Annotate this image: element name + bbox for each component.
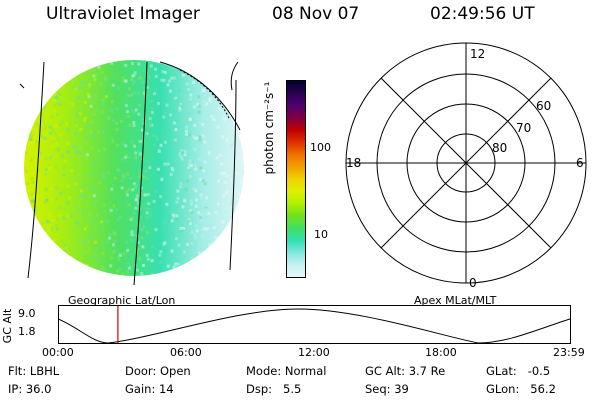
geo-line-4 bbox=[229, 79, 237, 271]
time-label: 02:49:56 UT bbox=[430, 4, 535, 24]
altitude-axis-label: GC Alt bbox=[1, 308, 14, 344]
mode-value: Normal bbox=[284, 364, 327, 378]
instrument-title: Ultraviolet Imager bbox=[46, 4, 200, 24]
mode-field: Mode: Normal bbox=[246, 364, 327, 378]
door-field: Door: Open bbox=[125, 364, 191, 378]
altitude-frame bbox=[58, 305, 571, 344]
geo-line-3 bbox=[159, 61, 241, 131]
altitude-tick-low: 1.8 bbox=[18, 325, 36, 338]
geo-line-1 bbox=[27, 61, 45, 279]
altitude-curve bbox=[58, 308, 571, 344]
apex-coord-label: Apex MLat/MLT bbox=[414, 294, 497, 307]
geo-line-6 bbox=[230, 61, 239, 91]
geo-coord-label: Geographic Lat/Lon bbox=[68, 294, 176, 307]
colorbar-tick-10: 10 bbox=[314, 228, 328, 241]
mlt-label-12: 12 bbox=[470, 47, 485, 61]
geo-tick bbox=[19, 83, 25, 89]
lat-label-80: 80 bbox=[492, 141, 507, 155]
ip-field: IP: 36.0 bbox=[8, 382, 52, 396]
filter-value: LBHL bbox=[29, 364, 60, 378]
lat-label-60: 60 bbox=[536, 99, 551, 113]
glat-value: -0.5 bbox=[527, 364, 551, 378]
gain-value: 14 bbox=[158, 382, 174, 396]
altitude-tick-high: 9.0 bbox=[18, 307, 36, 320]
geo-line-5 bbox=[179, 69, 231, 121]
date-label: 08 Nov 07 bbox=[272, 4, 360, 24]
gcalt-field: GC Alt: 3.7 Re bbox=[365, 364, 446, 378]
mlt-label-0: 0 bbox=[469, 276, 477, 290]
mlt-label-6: 6 bbox=[576, 156, 584, 170]
time-tick-1800: 18:00 bbox=[425, 346, 457, 359]
dsp-field: Dsp: 5.5 bbox=[246, 382, 302, 396]
lat-label-70: 70 bbox=[516, 121, 531, 135]
time-tick-0000: 00:00 bbox=[42, 346, 74, 359]
door-value: Open bbox=[159, 364, 191, 378]
color-bar bbox=[286, 80, 306, 278]
polar-diag-2 bbox=[380, 77, 552, 249]
time-tick-0600: 06:00 bbox=[170, 346, 202, 359]
gain-field: Gain: 14 bbox=[125, 382, 174, 396]
glat-field: GLat: -0.5 bbox=[486, 364, 551, 378]
altitude-plot bbox=[58, 305, 571, 344]
seq-field: Seq: 39 bbox=[365, 382, 409, 396]
time-tick-1200: 12:00 bbox=[298, 346, 330, 359]
uv-earth-image bbox=[19, 60, 244, 286]
polar-plot: 12 18 6 0 60 70 80 bbox=[345, 42, 587, 290]
glon-field: GLon: 56.2 bbox=[486, 382, 556, 396]
gcalt-value: 3.7 Re bbox=[408, 364, 446, 378]
ip-value: 36.0 bbox=[25, 382, 52, 396]
filter-field: Flt: LBHL bbox=[8, 364, 60, 378]
time-tick-2359: 23:59 bbox=[553, 346, 585, 359]
colorbar-tick-100: 100 bbox=[310, 141, 331, 154]
glon-value: 56.2 bbox=[530, 382, 556, 396]
mlt-label-18: 18 bbox=[346, 156, 361, 170]
seq-value: 39 bbox=[394, 382, 409, 396]
dsp-value: 5.5 bbox=[283, 382, 302, 396]
geo-line-2 bbox=[133, 61, 148, 286]
colorbar-unit-label: photon cm⁻²s⁻¹ bbox=[262, 81, 276, 175]
